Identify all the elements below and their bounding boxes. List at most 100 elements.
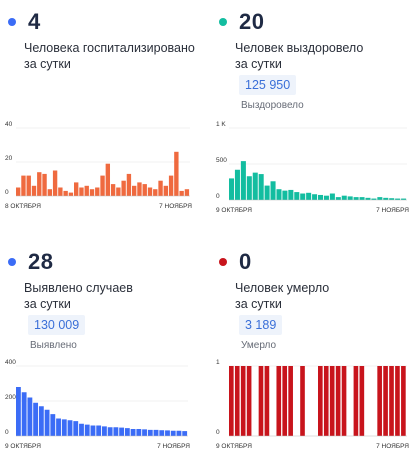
label-line2: за сутки bbox=[235, 57, 282, 71]
card-recovered: 20 Человек выздоровело за сутки 125 950 … bbox=[211, 0, 411, 225]
chart-bar bbox=[359, 197, 365, 200]
chart-bar bbox=[42, 173, 47, 196]
y-tick-label: 1 K bbox=[216, 121, 226, 128]
chart-bar bbox=[153, 429, 159, 436]
chart-bar bbox=[229, 178, 235, 200]
chart-bar bbox=[130, 429, 136, 436]
deaths-label: Человек умерло за сутки bbox=[235, 280, 329, 312]
chart-bar bbox=[246, 176, 252, 200]
hospitalized-label: Человека госпитализировано за сутки bbox=[24, 40, 195, 72]
chart-bar bbox=[264, 185, 270, 200]
chart-bar bbox=[229, 366, 234, 436]
chart-bar bbox=[258, 174, 264, 200]
chart-bar bbox=[27, 397, 33, 436]
chart-bar bbox=[58, 187, 63, 196]
chart-bar bbox=[318, 366, 323, 436]
y-tick-label: 0 bbox=[216, 429, 220, 436]
chart-bar bbox=[119, 427, 125, 436]
chart-bar bbox=[282, 366, 288, 436]
status-dot-icon bbox=[219, 18, 227, 26]
chart-bar bbox=[264, 366, 270, 436]
chart-bar bbox=[56, 418, 61, 436]
deaths-total-badge: 3 189 bbox=[239, 315, 283, 335]
chart-bar bbox=[37, 172, 42, 196]
chart-bar bbox=[63, 190, 68, 196]
chart-bar bbox=[401, 198, 407, 200]
chart-bar bbox=[294, 192, 300, 200]
chart-bar bbox=[165, 430, 170, 436]
cases-chart: 400 200 0 9 ОКТЯБРЯ 7 НОЯБРЯ bbox=[5, 359, 190, 450]
chart-bar bbox=[50, 414, 56, 436]
label-line2: за сутки bbox=[24, 297, 71, 311]
x-start-label: 9 ОКТЯБРЯ bbox=[216, 443, 252, 450]
chart-bar bbox=[252, 172, 258, 200]
chart-bar bbox=[335, 197, 341, 200]
chart-bar bbox=[74, 182, 79, 196]
chart-bar bbox=[341, 195, 347, 200]
hospitalized-chart: 40 20 0 8 ОКТЯБРЯ 7 НОЯБРЯ bbox=[5, 121, 192, 210]
label-line2: за сутки bbox=[24, 57, 71, 71]
chart-bar bbox=[68, 192, 74, 196]
y-tick-label: 0 bbox=[5, 189, 9, 196]
chart-bar bbox=[377, 366, 382, 436]
chart-bar bbox=[312, 194, 318, 200]
chart-bar bbox=[110, 184, 116, 196]
chart-bar bbox=[67, 420, 73, 436]
cases-total-badge: 130 009 bbox=[28, 315, 86, 335]
chart-bar bbox=[142, 429, 147, 436]
recovered-label: Человек выздоровело за сутки bbox=[235, 40, 363, 72]
chart-bar bbox=[179, 190, 184, 196]
y-tick-label: 0 bbox=[5, 429, 9, 436]
chart-bar bbox=[132, 185, 137, 196]
chart-bar bbox=[184, 189, 190, 196]
x-end-label: 7 НОЯБРЯ bbox=[159, 203, 192, 210]
x-start-label: 8 ОКТЯБРЯ bbox=[5, 203, 41, 210]
chart-bar bbox=[300, 193, 306, 200]
chart-bar bbox=[389, 366, 394, 436]
y-tick-label: 200 bbox=[5, 394, 16, 401]
card-header: 20 bbox=[217, 8, 264, 36]
chart-bar bbox=[258, 366, 264, 436]
chart-bar bbox=[79, 187, 84, 196]
y-tick-label: 1 bbox=[216, 359, 220, 366]
chart-bar bbox=[163, 185, 169, 196]
chart-bar bbox=[100, 175, 105, 196]
label-line1: Выявлено случаев bbox=[24, 281, 133, 295]
chart-bar bbox=[282, 190, 288, 200]
status-dot-icon bbox=[8, 18, 16, 26]
x-end-label: 7 НОЯБРЯ bbox=[157, 443, 190, 450]
chart-bar bbox=[395, 198, 401, 200]
chart-bar bbox=[329, 193, 335, 200]
deaths-total-label: Умерло bbox=[241, 340, 277, 351]
x-start-label: 9 ОКТЯБРЯ bbox=[5, 443, 41, 450]
recovered-count: 20 bbox=[239, 9, 265, 34]
chart-bar bbox=[174, 151, 179, 196]
chart-bar bbox=[61, 419, 67, 436]
chart-bar bbox=[347, 196, 353, 200]
chart-bar bbox=[168, 175, 174, 196]
chart-bar bbox=[383, 197, 389, 200]
chart-bar bbox=[341, 366, 347, 436]
chart-bar bbox=[300, 366, 305, 436]
chart-bar bbox=[44, 409, 50, 436]
chart-bar bbox=[136, 429, 142, 436]
y-tick-label: 500 bbox=[216, 157, 227, 164]
chart-bar bbox=[306, 192, 312, 200]
chart-bar bbox=[395, 366, 400, 436]
chart-bar bbox=[21, 392, 27, 436]
recovered-total-badge: 125 950 bbox=[239, 75, 297, 95]
chart-bar bbox=[159, 430, 165, 436]
chart-bar bbox=[124, 428, 130, 436]
chart-bar bbox=[329, 366, 335, 436]
chart-bar bbox=[47, 189, 53, 196]
label-line1: Человека госпитализировано bbox=[24, 41, 195, 55]
card-header: 4 bbox=[6, 8, 41, 36]
chart-bar bbox=[142, 184, 147, 196]
chart-bar bbox=[270, 181, 276, 200]
label-line2: за сутки bbox=[235, 297, 282, 311]
deaths-count: 0 bbox=[239, 249, 252, 274]
status-dot-icon bbox=[8, 258, 16, 266]
chart-bar bbox=[234, 169, 240, 200]
chart-bar bbox=[102, 426, 107, 436]
chart-bar bbox=[90, 425, 96, 436]
